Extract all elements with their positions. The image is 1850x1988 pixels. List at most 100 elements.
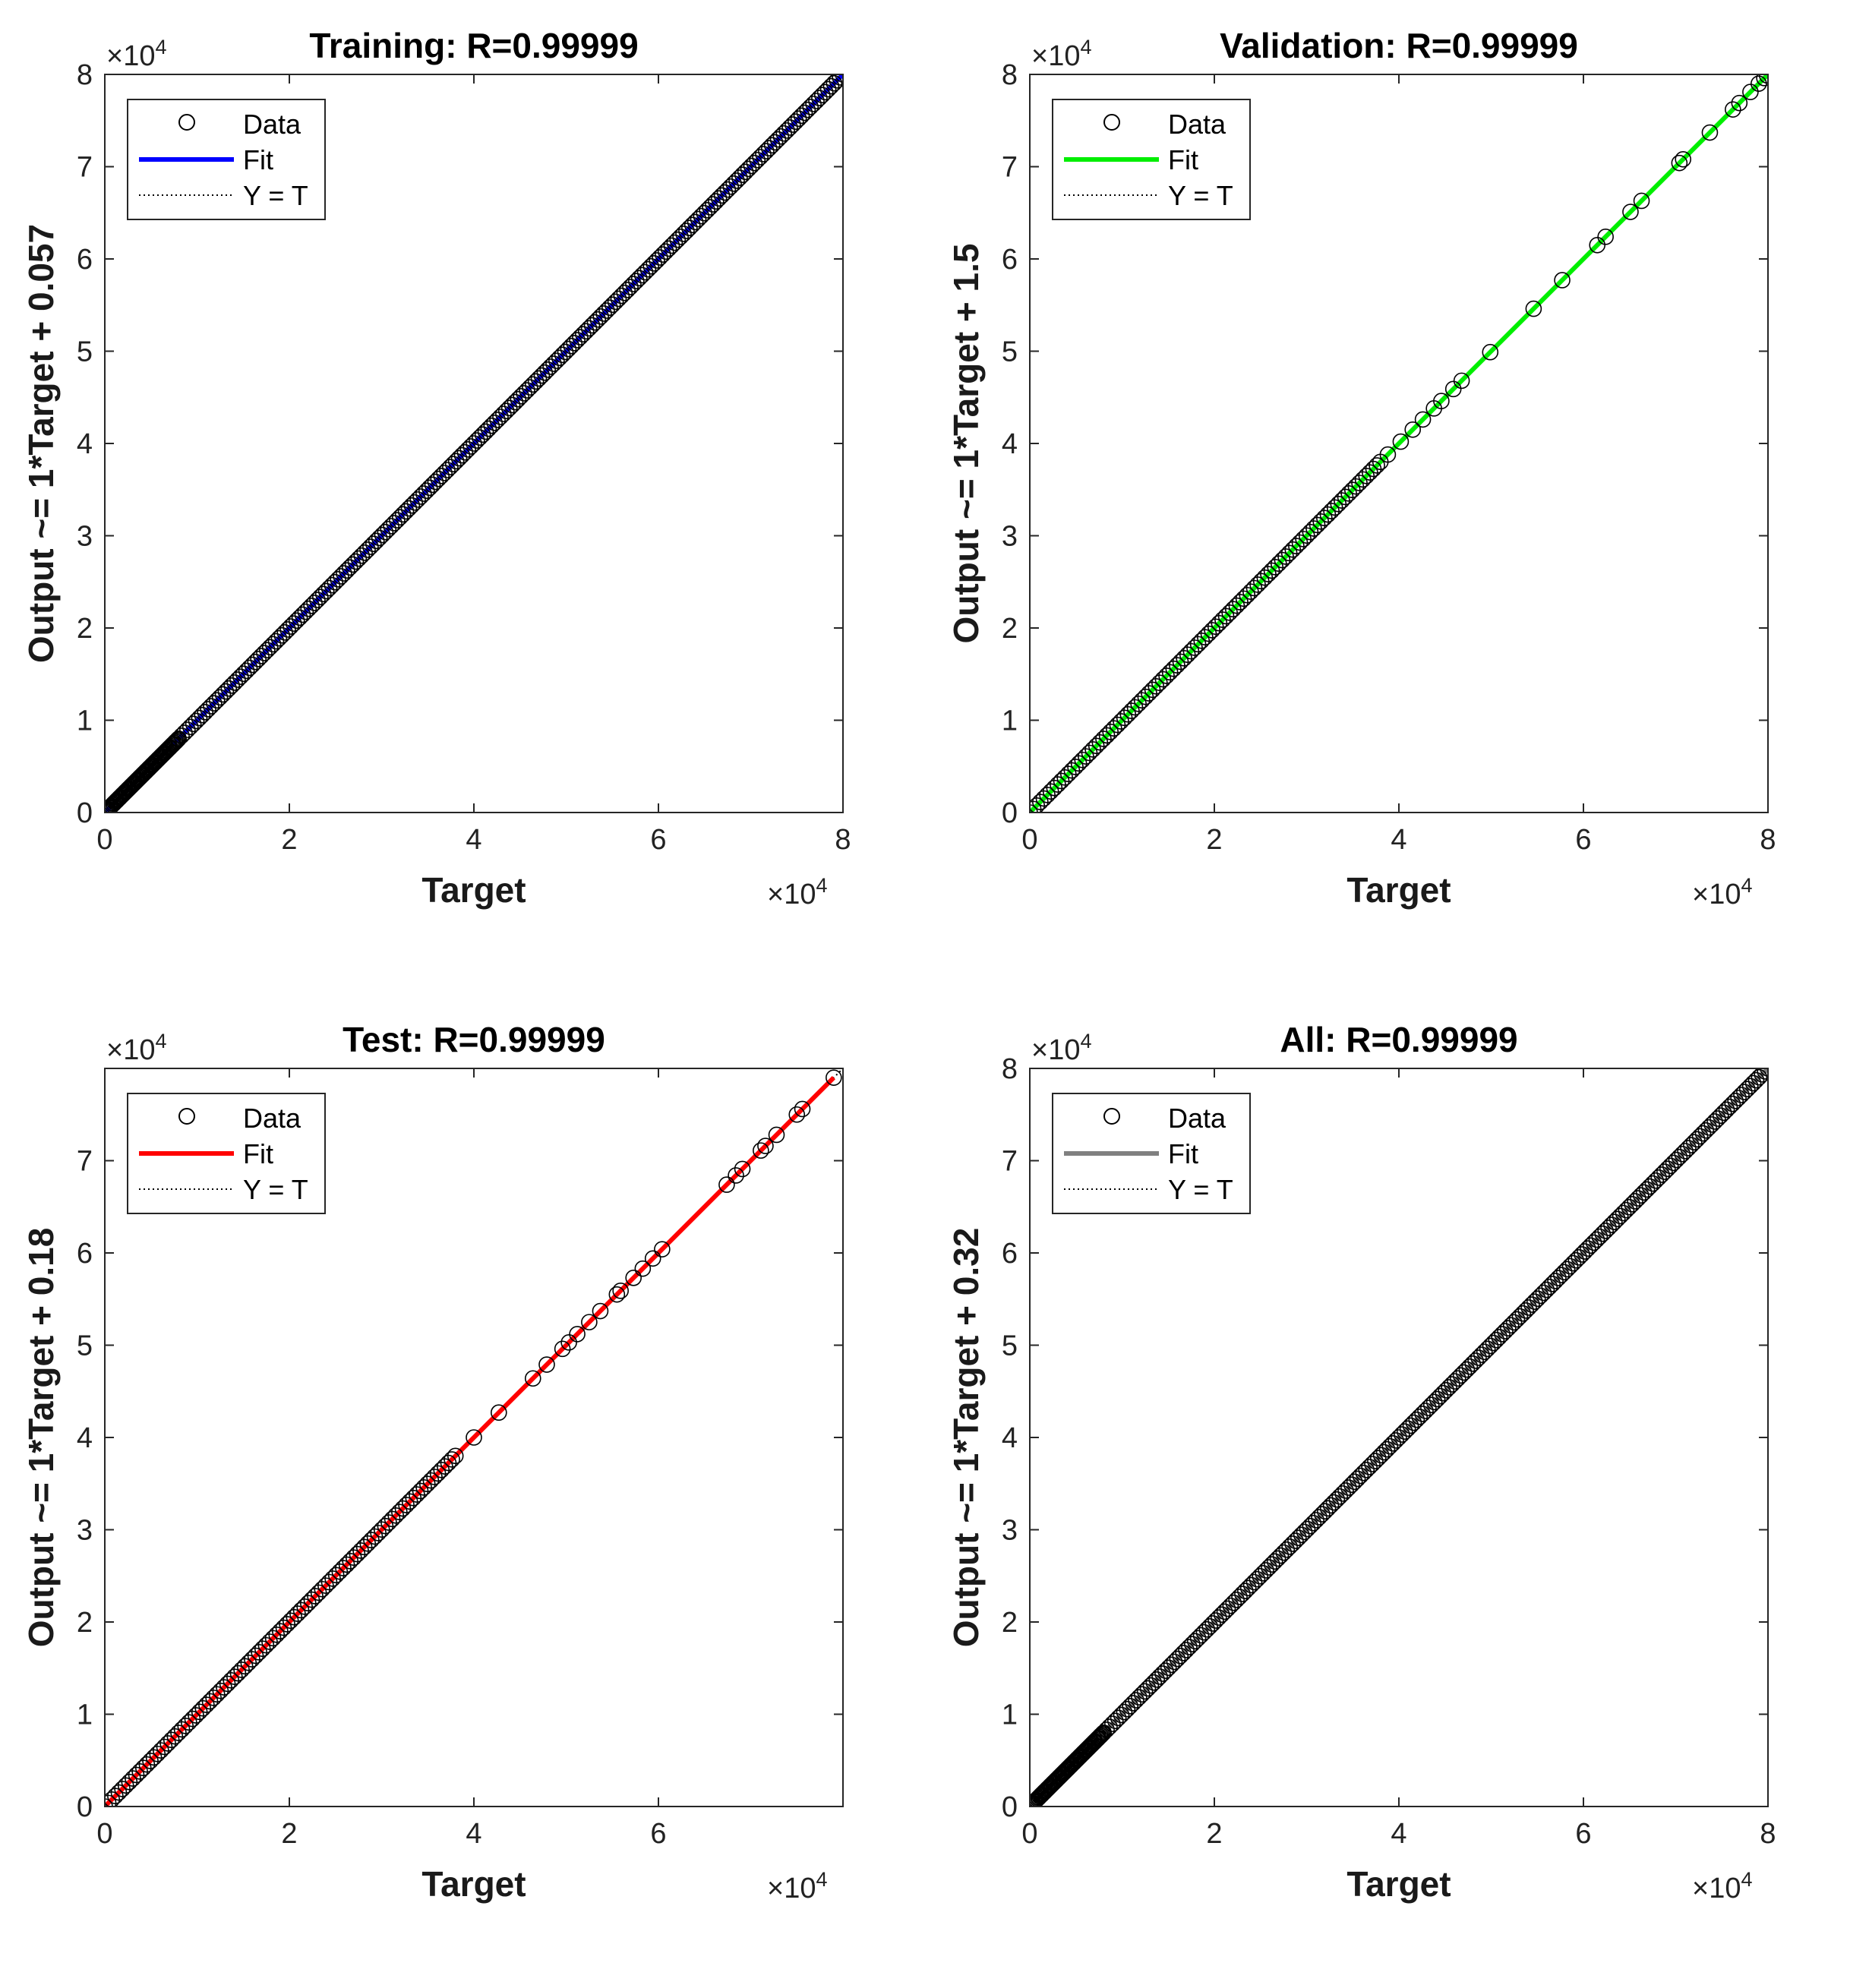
data-point: [769, 131, 787, 148]
data-point: [1567, 1251, 1585, 1269]
data-point: [718, 1176, 735, 1193]
data-point: [758, 143, 775, 159]
data-point: [1633, 192, 1650, 210]
data-point: [394, 506, 412, 523]
data-point: [510, 390, 527, 408]
data-point: [560, 1334, 577, 1351]
data-point: [619, 282, 636, 298]
data-point: [415, 485, 432, 502]
data-point: [507, 393, 524, 411]
data-point: [586, 314, 604, 331]
data-point: [612, 1283, 629, 1299]
data-point: [1266, 1553, 1283, 1570]
data-point: [1544, 1276, 1561, 1292]
legend-marker-data: [1103, 1108, 1120, 1125]
data-point: [1404, 421, 1422, 438]
data-point: [1517, 1302, 1534, 1319]
data-point: [447, 1447, 464, 1465]
data-point: [336, 565, 352, 582]
data-point: [1133, 1686, 1151, 1703]
data-point: [1491, 1329, 1507, 1346]
data-point: [1242, 1576, 1260, 1594]
data-point: [1526, 1293, 1543, 1310]
data-point: [206, 695, 223, 712]
data-point: [368, 532, 385, 550]
data-point: [1751, 1068, 1768, 1086]
data-point: [489, 412, 506, 428]
data-point: [320, 579, 338, 597]
data-point: [601, 299, 618, 316]
data-point: [675, 226, 692, 242]
y-tick-label: 7: [77, 152, 93, 184]
data-point: [1245, 1573, 1263, 1591]
data-point: [1091, 1728, 1108, 1745]
data-point: [763, 137, 781, 154]
data-point: [522, 379, 538, 396]
data-point: [743, 157, 760, 175]
data-point: [1281, 1538, 1298, 1555]
data-point: [613, 287, 630, 305]
y-tick-label: 7: [1002, 152, 1018, 184]
y-tick-label: 7: [1002, 1146, 1018, 1178]
data-point: [374, 526, 391, 544]
data-point: [819, 80, 837, 98]
x-tick-label: 2: [1206, 824, 1222, 856]
data-point: [1550, 1270, 1567, 1286]
data-point: [687, 213, 704, 231]
data-point: [766, 134, 784, 151]
data-point: [182, 718, 199, 736]
data-point: [168, 732, 185, 749]
data-point: [418, 482, 435, 500]
data-point: [1600, 1220, 1617, 1236]
data-point: [333, 568, 349, 585]
data-point: [622, 279, 639, 295]
data-point: [217, 683, 235, 700]
y-tick-label: 5: [77, 336, 93, 368]
data-point: [1476, 1343, 1493, 1361]
data-point: [1561, 1257, 1579, 1275]
axes-box: [104, 1068, 844, 1807]
data-point: [1606, 1213, 1623, 1230]
data-layer: [105, 1068, 843, 1807]
data-point: [253, 648, 270, 664]
data-point: [169, 731, 187, 748]
data-point: [1328, 1491, 1346, 1508]
data-point: [1278, 1541, 1296, 1558]
fit-line: [1030, 1068, 1768, 1807]
data-point: [666, 234, 683, 251]
y-exponent-label: ×104: [1031, 1030, 1092, 1066]
data-point: [740, 160, 757, 178]
data-point: [353, 547, 371, 564]
data-point: [256, 645, 273, 661]
data-point: [1302, 1517, 1319, 1535]
y-tick-label: 3: [77, 1515, 93, 1547]
data-point: [1090, 1729, 1107, 1747]
legend: Data Fit Y = T: [1052, 1093, 1251, 1214]
data-point: [1589, 236, 1606, 254]
data-point: [1388, 1432, 1404, 1449]
chart-title: Test: R=0.99999: [343, 1020, 605, 1059]
data-point: [625, 1270, 642, 1286]
data-point: [1508, 1311, 1526, 1328]
data-point: [1429, 1390, 1446, 1408]
legend-label-identity: Y = T: [1168, 1174, 1233, 1205]
data-point: [1502, 1317, 1520, 1334]
data-point: [1316, 1503, 1334, 1520]
data-point: [1497, 1323, 1514, 1340]
data-point: [1198, 1620, 1216, 1638]
data-point: [1461, 1358, 1479, 1375]
data-point: [1444, 380, 1462, 398]
data-point: [412, 488, 429, 505]
data-point: [1272, 1547, 1290, 1564]
data-point: [746, 154, 763, 172]
data-point: [734, 1160, 751, 1178]
data-point: [167, 733, 185, 750]
data-point: [229, 671, 246, 688]
data-point: [1470, 1349, 1487, 1366]
data-point: [312, 589, 329, 605]
x-exponent-label: ×104: [767, 874, 828, 910]
x-tick-label: 4: [466, 824, 481, 856]
data-point: [519, 382, 535, 399]
data-point: [1703, 1116, 1720, 1133]
data-point: [699, 202, 715, 219]
